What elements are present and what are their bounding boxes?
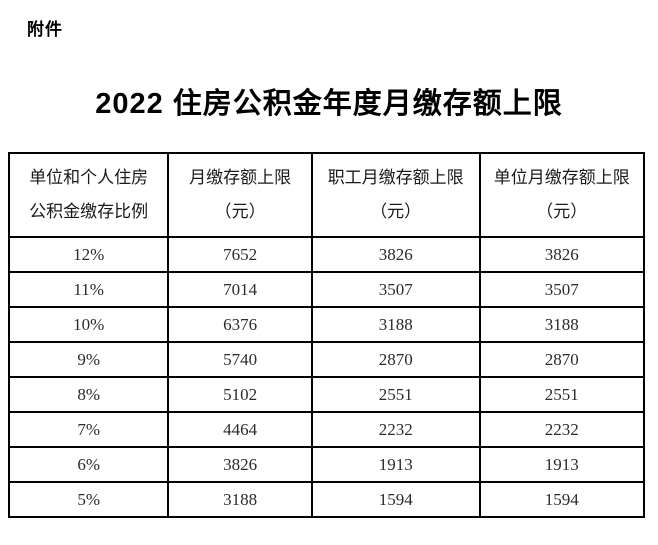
table-row: 6% 3826 1913 1913 [7, 446, 645, 483]
employee-limit-cell: 3826 [310, 236, 481, 273]
header-employer-limit-line1: 单位月缴存额上限 [493, 168, 630, 187]
table-row: 11% 7014 3507 3507 [7, 271, 645, 308]
monthly-limit-cell: 5102 [167, 376, 313, 413]
employer-limit-cell: 1913 [478, 446, 645, 483]
monthly-limit-cell: 5740 [167, 341, 313, 378]
monthly-limit-cell: 3188 [167, 481, 313, 518]
header-ratio-line2: 公积金缴存比例 [29, 202, 149, 221]
monthly-limit-cell: 7652 [167, 236, 313, 273]
ratio-cell: 7% [7, 411, 170, 448]
header-monthly-limit-line1: 月缴存额上限 [189, 168, 292, 187]
ratio-cell: 11% [7, 271, 170, 308]
employer-limit-cell: 2870 [478, 341, 645, 378]
header-ratio-line1: 单位和个人住房 [29, 168, 149, 187]
header-employee-limit-line1: 职工月缴存额上限 [327, 168, 464, 187]
employee-limit-cell: 2232 [310, 411, 481, 448]
employer-limit-cell: 3188 [478, 306, 645, 343]
header-employer-limit-line2: （元） [536, 202, 588, 221]
ratio-cell: 5% [7, 481, 170, 518]
ratio-cell: 12% [7, 236, 170, 273]
page-title: 2022 住房公积金年度月缴存额上限 [95, 88, 563, 120]
header-employer-limit: 单位月缴存额上限 （元） [478, 152, 645, 238]
employee-limit-cell: 3188 [310, 306, 481, 343]
employer-limit-cell: 1594 [478, 481, 645, 518]
ratio-cell: 6% [7, 446, 170, 483]
header-monthly-limit-line2: （元） [214, 202, 266, 221]
employee-limit-cell: 2551 [310, 376, 481, 413]
table-row: 7% 4464 2232 2232 [7, 411, 645, 448]
ratio-cell: 9% [7, 341, 170, 378]
monthly-limit-cell: 4464 [167, 411, 313, 448]
employer-limit-cell: 3507 [478, 271, 645, 308]
employee-limit-cell: 3507 [310, 271, 481, 308]
table-header-row: 单位和个人住房 公积金缴存比例 月缴存额上限 （元） 职工月缴存额上限 （元） … [7, 152, 645, 238]
employer-limit-cell: 2232 [478, 411, 645, 448]
employer-limit-cell: 3826 [478, 236, 645, 273]
header-monthly-limit: 月缴存额上限 （元） [167, 152, 313, 238]
table-row: 10% 6376 3188 3188 [7, 306, 645, 343]
header-ratio: 单位和个人住房 公积金缴存比例 [7, 152, 170, 238]
attachment-label: 附件 [27, 20, 63, 39]
ratio-cell: 10% [7, 306, 170, 343]
employee-limit-cell: 1594 [310, 481, 481, 518]
employer-limit-cell: 2551 [478, 376, 645, 413]
employee-limit-cell: 1913 [310, 446, 481, 483]
ratio-cell: 8% [7, 376, 170, 413]
header-employee-limit-line2: （元） [370, 202, 422, 221]
table-row: 5% 3188 1594 1594 [7, 481, 645, 518]
monthly-limit-cell: 7014 [167, 271, 313, 308]
monthly-limit-cell: 3826 [167, 446, 313, 483]
table-row: 9% 5740 2870 2870 [7, 341, 645, 378]
header-employee-limit: 职工月缴存额上限 （元） [310, 152, 481, 238]
table-row: 8% 5102 2551 2551 [7, 376, 645, 413]
deposit-limits-table: 单位和个人住房 公积金缴存比例 月缴存额上限 （元） 职工月缴存额上限 （元） … [7, 152, 645, 518]
table-row: 12% 7652 3826 3826 [7, 236, 645, 273]
employee-limit-cell: 2870 [310, 341, 481, 378]
monthly-limit-cell: 6376 [167, 306, 313, 343]
